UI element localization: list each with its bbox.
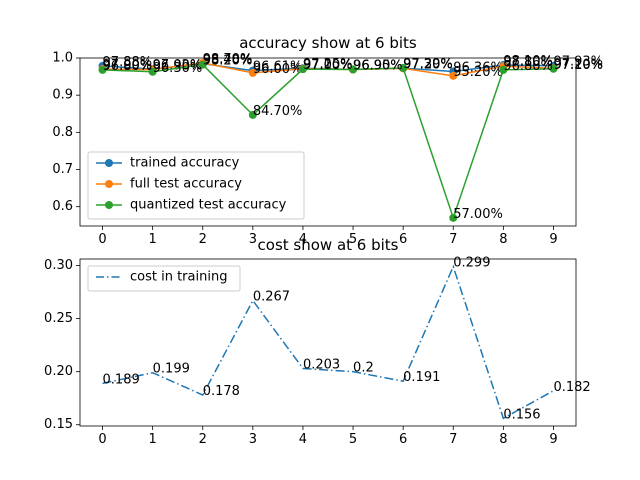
data-label: 97.30% [403,57,453,72]
data-label: 57.00% [453,207,503,222]
x-tick-label: 9 [549,432,557,447]
data-label: 0.191 [403,370,440,385]
x-tick-label: 2 [199,232,207,247]
chart-title: cost show at 6 bits [258,236,399,254]
x-tick-label: 5 [349,432,357,447]
data-point [349,65,358,74]
data-point [449,213,458,222]
x-tick-label: 3 [249,232,257,247]
data-label: 97.93% [553,55,603,70]
data-label: 98.70% [203,52,253,67]
legend-marker-0 [105,159,113,167]
data-label: 97.80% [503,55,553,70]
data-label: 95.20% [453,65,503,80]
data-label: 97.88% [103,55,153,70]
data-label: 97.20% [403,57,453,72]
data-label: 98.20% [203,54,253,69]
data-label: 0.156 [503,407,540,422]
data-label: 96.61% [253,60,303,75]
y-tick-label: 0.9 [52,88,73,103]
x-tick-label: 2 [199,432,207,447]
data-label: 96.80% [103,59,153,74]
x-tick-label: 8 [499,432,507,447]
data-label: 0.203 [303,357,340,372]
legend-marker-1 [105,180,113,188]
series-line-0 [102,264,554,420]
data-label: 96.90% [353,59,403,74]
data-point [549,64,558,73]
data-label: 0.299 [453,256,490,271]
data-label: 0.2 [353,361,374,376]
legend-label: cost in training [130,270,227,285]
plot-frame [79,258,577,427]
legend-box [87,265,241,292]
y-tick-label: 1.0 [52,51,73,66]
x-tick-label: 3 [249,432,257,447]
data-label: 97.00% [103,58,153,73]
data-label: 97.10% [553,58,603,73]
data-point [248,68,257,77]
data-label: 0.189 [103,372,140,387]
legend-marker-2 [105,201,113,209]
y-tick-label: 0.6 [52,199,73,214]
data-label: 97.00% [303,58,353,73]
data-point [298,65,307,74]
x-tick-label: 7 [449,432,457,447]
y-tick-label: 0.7 [52,162,73,177]
data-label: 96.00% [253,62,303,77]
x-tick-label: 9 [549,232,557,247]
data-label: 96.80% [503,59,553,74]
data-point [248,110,257,119]
data-label: 0.182 [553,380,590,395]
x-tick-label: 7 [449,232,457,247]
data-label: 97.20% [553,57,603,72]
y-tick-label: 0.30 [44,258,73,273]
plot-frame [79,57,577,227]
data-label: 84.70% [253,104,303,119]
data-label: 97.29% [403,57,453,72]
data-point [499,65,508,74]
x-tick-label: 6 [399,232,407,247]
data-label: 0.199 [153,362,190,377]
data-point [198,60,207,69]
data-label: 98.48% [203,53,253,68]
legend-box [87,151,305,220]
cost-chart: 0 1 2 3 4 5 6 7 8 9 0.15 0.20 0.25 0.30 0.189 0.199 0.17… [44,236,591,447]
x-tick-label: 0 [98,232,106,247]
data-point [449,71,458,80]
data-label: 96.36% [453,61,503,76]
x-tick-label: 5 [349,232,357,247]
legend-label: quantized test accuracy [130,198,287,213]
y-tick-label: 0.8 [52,125,73,140]
chart-title: accuracy show at 6 bits [239,34,417,52]
data-label: 98.10% [503,54,553,69]
data-point [148,67,157,76]
data-label: 96.30% [153,61,203,76]
x-tick-label: 0 [98,432,106,447]
y-tick-label: 0.25 [44,311,73,326]
legend-label: full test accuracy [130,177,242,192]
x-tick-label: 4 [299,432,307,447]
x-tick-label: 1 [149,432,157,447]
data-point [399,64,408,73]
x-tick-label: 8 [499,232,507,247]
data-point [98,65,107,74]
x-tick-label: 4 [299,232,307,247]
x-tick-label: 1 [149,232,157,247]
y-tick-label: 0.15 [44,417,73,432]
legend-label: trained accuracy [130,156,240,171]
data-label: 0.178 [203,384,240,399]
x-tick-label: 6 [399,432,407,447]
y-tick-label: 0.20 [44,364,73,379]
data-label: 0.267 [253,290,290,305]
series-line-2 [102,63,554,221]
accuracy-chart: 0 1 2 3 4 5 6 7 8 90.60.70.80.91.0 97.88% 97.02% 98.… [52,34,603,247]
